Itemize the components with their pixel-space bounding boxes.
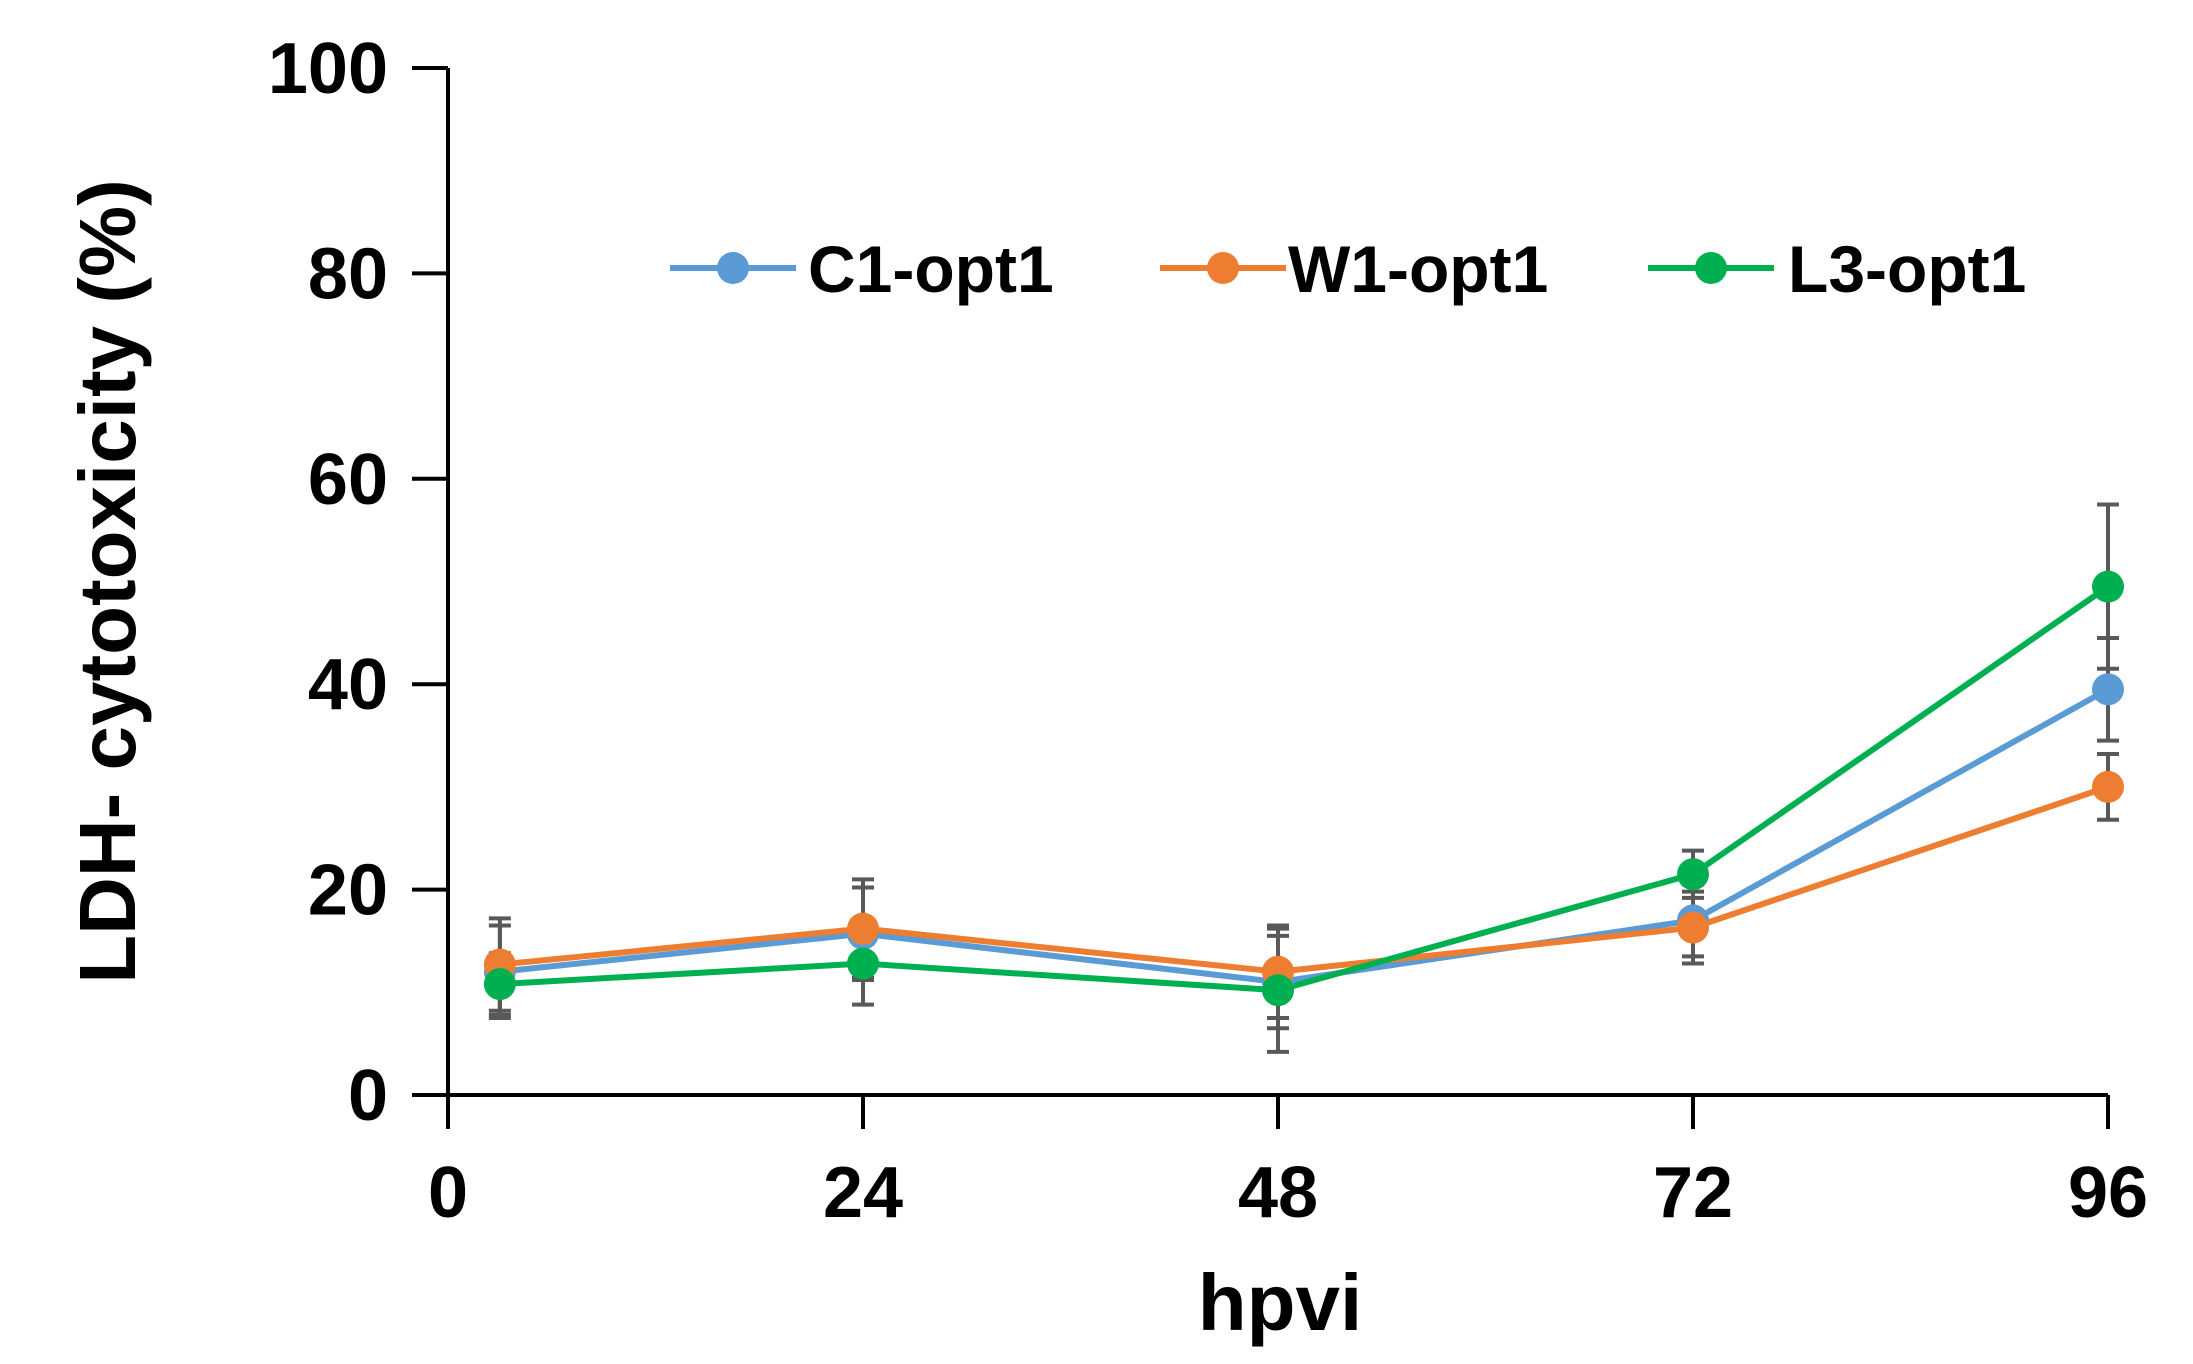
data-point [1677, 858, 1709, 891]
x-tick-label: 96 [2068, 1153, 2148, 1233]
x-tick-label: 72 [1653, 1153, 1733, 1233]
axes: 0 20 40 60 80 100 0 24 48 72 96 hpvi LDH- cytotoxici… [63, 29, 2148, 1347]
legend-label: W1-opt1 [1288, 232, 1548, 306]
y-tick-label: 20 [308, 851, 388, 931]
series-lines [499, 584, 2110, 994]
data-point [847, 912, 879, 945]
y-tick-label: 60 [308, 440, 388, 520]
y-tick-label: 0 [348, 1056, 388, 1136]
data-point [2092, 770, 2124, 803]
x-tick-label: 24 [823, 1153, 903, 1233]
legend-marker [717, 252, 749, 284]
legend-item: W1-opt1 [1160, 232, 1548, 306]
x-axis-title: hpvi [1198, 1258, 1362, 1347]
data-point [483, 968, 516, 1001]
legend-marker [1207, 252, 1239, 284]
legend-label: L3-opt1 [1788, 232, 2026, 306]
data-point [1677, 911, 1709, 944]
legend-label: C1-opt1 [808, 232, 1054, 306]
x-tick-label: 0 [428, 1153, 468, 1233]
y-tick-label: 40 [308, 645, 388, 725]
data-point [847, 947, 879, 980]
data-point [2092, 570, 2124, 603]
data-point [1262, 974, 1294, 1007]
y-tick-label: 100 [268, 29, 388, 109]
series-line-l3-opt1 [499, 584, 2110, 994]
y-tick-label: 80 [308, 234, 388, 314]
legend: C1-opt1 W1-opt1 L3-opt1 [670, 232, 2026, 306]
x-tick-label: 48 [1238, 1153, 1318, 1233]
legend-item: L3-opt1 [1648, 232, 2026, 306]
data-point [2092, 673, 2124, 706]
legend-marker [1695, 252, 1727, 284]
y-axis-title: LDH- cytotoxicity (%) [63, 179, 152, 984]
legend-item: C1-opt1 [670, 232, 1054, 306]
series-markers [483, 570, 2124, 1007]
